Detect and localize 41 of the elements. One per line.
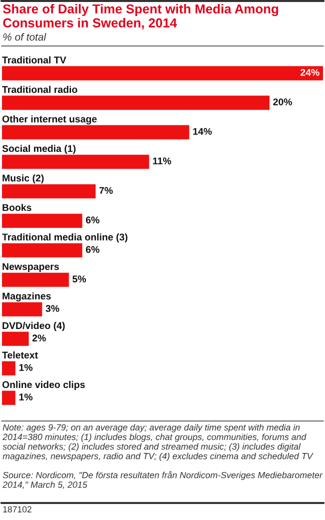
y-tick-label: Other internet usage (2, 115, 97, 124)
bar (2, 66, 323, 80)
text: 187102 (3, 506, 32, 512)
data-label: 7% (99, 187, 113, 194)
y-tick-label: Newspapers (2, 263, 59, 272)
y-tick-label: Books (2, 204, 32, 212)
bar (2, 361, 16, 376)
text: Note: ages 9-79; on an average day; average daily time spent with media in 2014=380 minutes; (1) includes blogs, chat groups, communities, forums and social networks; (2) includes stored and streamed music; (3) includes digital magazines, newspapers, radio and TV; (4) excludes cinema and scheduled TV (2, 424, 314, 462)
bar (2, 125, 190, 140)
bar (2, 332, 29, 346)
bar (2, 184, 96, 198)
data-label: 3% (46, 305, 60, 312)
bar (2, 154, 150, 169)
bar (2, 272, 69, 287)
data-label: 20% (273, 98, 292, 106)
y-tick-label: Magazines (2, 292, 51, 302)
y-tick-label: Traditional radio (2, 86, 78, 93)
data-label: 24% (300, 68, 320, 76)
data-label: 14% (193, 128, 212, 135)
data-label: 1% (19, 364, 33, 371)
data-label: 11% (153, 158, 172, 164)
bar (2, 214, 82, 228)
y-tick-label: Social media (1) (2, 144, 76, 154)
bar (2, 96, 270, 110)
y-tick-label: Traditional media online (3) (2, 233, 128, 242)
bar (2, 243, 82, 258)
data-label: 5% (72, 276, 86, 282)
y-tick-label: Traditional TV (2, 56, 66, 64)
bar (2, 302, 42, 316)
data-label: 6% (86, 246, 100, 253)
y-tick-label: Teletext (2, 351, 38, 359)
data-label: 1% (19, 394, 33, 400)
data-label: 2% (32, 334, 46, 342)
y-tick-label: Music (2) (2, 174, 44, 184)
bar (2, 390, 16, 405)
y-tick-label: DVD/video (4) (2, 322, 65, 331)
chart-subtitle: % of total (3, 33, 46, 41)
chart-title: Share of Daily Time Spent with Media Among Consumers in Sweden, 2014 (2, 4, 278, 30)
data-label: 6% (86, 216, 100, 224)
y-tick-label: Online video clips (2, 380, 85, 390)
source-note: Source: Nordicom, "De första resultaten från Nordicom-Sveriges Mediebarometer 2014," March 5, 2015 (2, 471, 323, 489)
